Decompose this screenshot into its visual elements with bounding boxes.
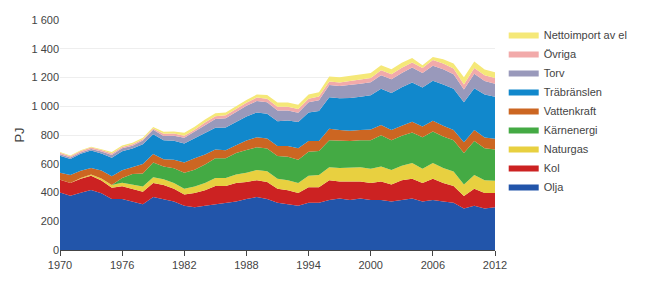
svg-text:1970: 1970 [48, 259, 72, 271]
svg-text:800: 800 [41, 129, 59, 141]
svg-text:Träbränslen: Träbränslen [544, 86, 602, 98]
svg-text:Vattenkraft: Vattenkraft [544, 105, 596, 117]
svg-text:600: 600 [41, 158, 59, 170]
svg-text:2006: 2006 [421, 259, 445, 271]
svg-text:1988: 1988 [234, 259, 258, 271]
svg-text:Nettoimport av el: Nettoimport av el [544, 29, 627, 41]
svg-text:1994: 1994 [296, 259, 320, 271]
svg-text:200: 200 [41, 215, 59, 227]
svg-text:Olja: Olja [544, 181, 564, 193]
svg-text:2000: 2000 [358, 259, 382, 271]
svg-text:1 000: 1 000 [31, 100, 59, 112]
svg-text:Naturgas: Naturgas [544, 143, 589, 155]
svg-text:PJ: PJ [12, 127, 27, 142]
svg-text:1982: 1982 [172, 259, 196, 271]
svg-text:1 400: 1 400 [31, 43, 59, 55]
svg-text:Kol: Kol [544, 162, 560, 174]
svg-text:Kärnenergi: Kärnenergi [544, 124, 598, 136]
svg-text:2012: 2012 [483, 259, 507, 271]
svg-text:1976: 1976 [110, 259, 134, 271]
svg-text:1 200: 1 200 [31, 71, 59, 83]
svg-text:Övriga: Övriga [544, 48, 577, 60]
svg-text:0: 0 [53, 244, 59, 256]
svg-text:400: 400 [41, 186, 59, 198]
svg-text:1 600: 1 600 [31, 14, 59, 26]
svg-text:Torv: Torv [544, 67, 565, 79]
